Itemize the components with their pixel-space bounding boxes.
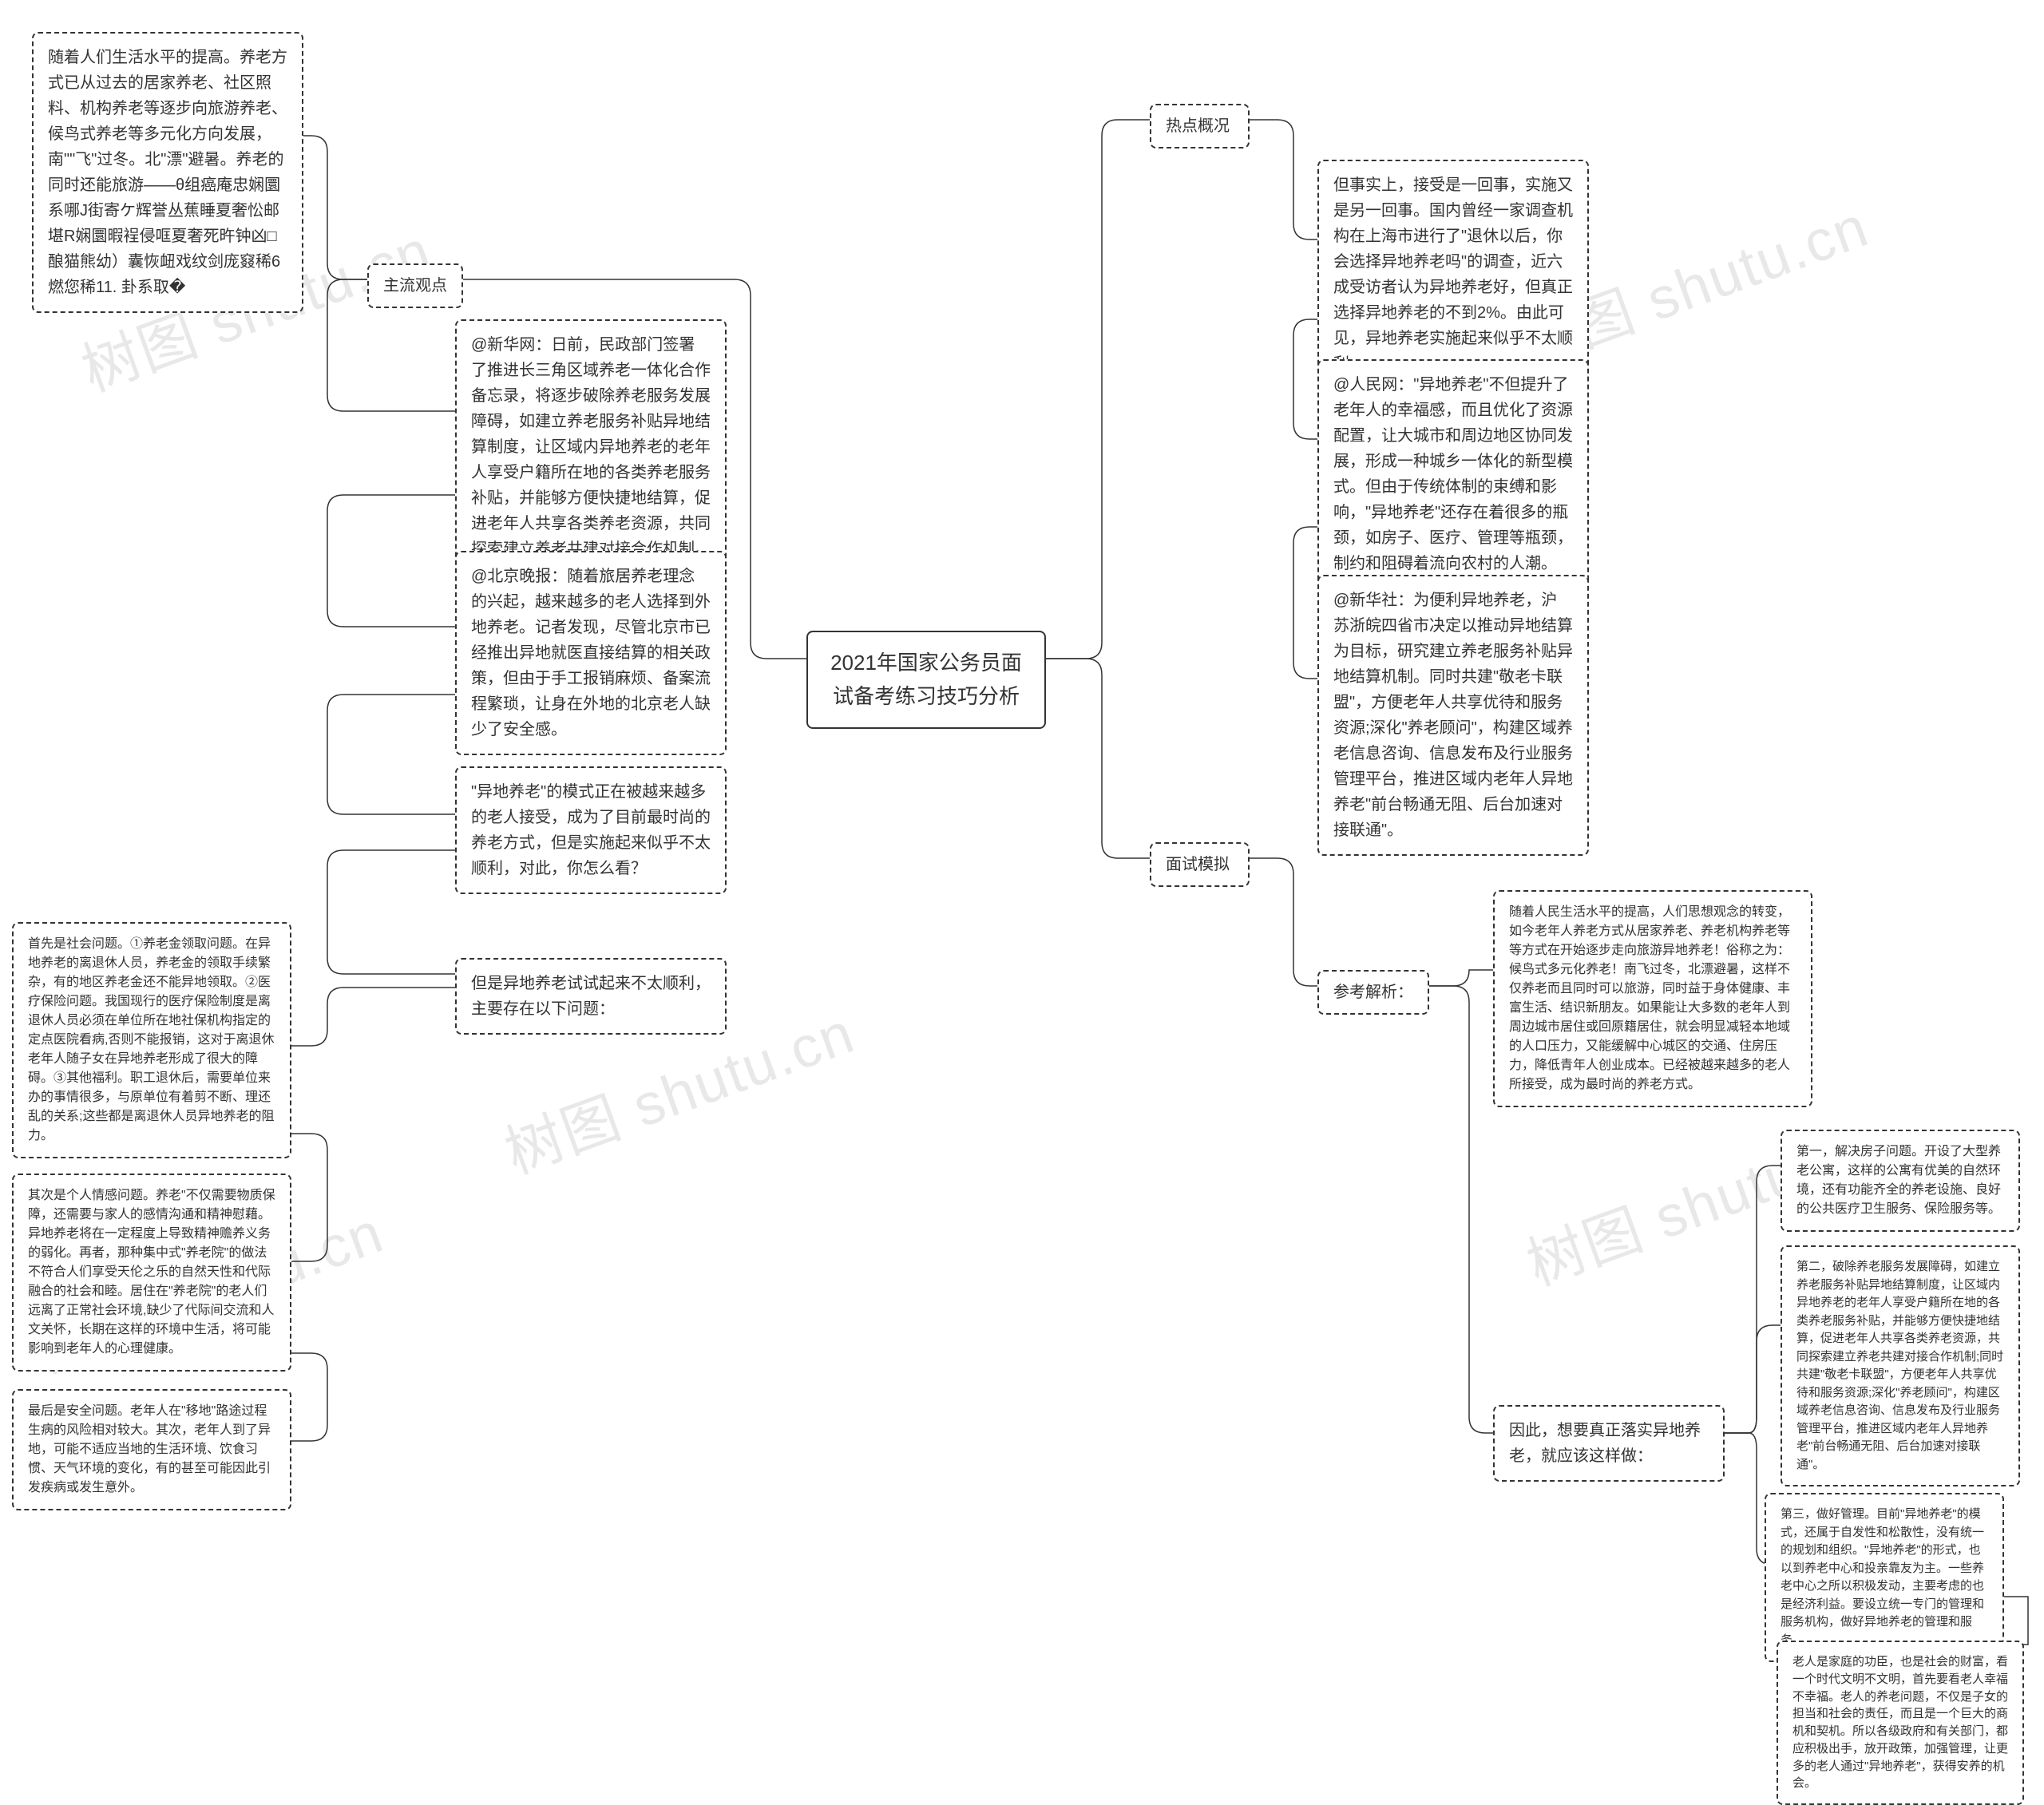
solution-3-node: 第三，做好管理。目前"异地养老"的模式，还属于自发性和松散性，没有统一的规划和组…	[1765, 1493, 2004, 1662]
therefore-node: 因此，想要真正落实异地养老，就应该这样做：	[1493, 1405, 1725, 1482]
analysis-text-node: 随着人民生活水平的提高，人们思想观念的转变，如今老年人养老方式从居家养老、养老机…	[1493, 890, 1812, 1107]
main-viewpoints-label: 主流观点	[367, 263, 463, 308]
xinhuashe-node: @新华社：为便利异地养老，沪苏浙皖四省市决定以推动异地结算为目标，研究建立养老服…	[1317, 575, 1589, 856]
emotional-problem-node: 其次是个人情感问题。养老"不仅需要物质保障，还需要与家人的感情沟通和精神慰藉。异…	[12, 1174, 291, 1372]
renmin-node: @人民网："异地养老"不但提升了老年人的幸福感，而且优化了资源配置，让大城市和周…	[1317, 359, 1589, 589]
survey-node: 但事实上，接受是一回事，实施又是另一回事。国内曾经一家调查机构在上海市进行了"退…	[1317, 160, 1589, 390]
left-intro-node: 随着人们生活水平的提高。养老方式已从过去的居家养老、社区照料、机构养老等逐步向旅…	[32, 32, 303, 313]
safety-problem-node: 最后是安全问题。老年人在"移地"路途过程生病的风险相对较大。其次，老年人到了异地…	[12, 1389, 291, 1510]
xinhua-node: @新华网：日前，民政部门签署了推进长三角区域养老一体化合作备忘录，将逐步破除养老…	[455, 319, 727, 575]
beijing-evening-node: @北京晚报：随着旅居养老理念的兴起，越来越多的老人选择到外地养老。记者发现，尽管…	[455, 551, 727, 755]
interview-sim-label: 面试模拟	[1150, 842, 1250, 887]
solution-1-node: 第一，解决房子问题。开设了大型养老公寓，这样的公寓有优美的自然环境，还有功能齐全…	[1781, 1130, 2020, 1232]
connector-lines	[0, 0, 2044, 1765]
analysis-label: 参考解析：	[1317, 970, 1429, 1015]
center-node: 2021年国家公务员面试备考练习技巧分析	[806, 631, 1046, 729]
hot-overview-label: 热点概况	[1150, 104, 1250, 148]
conclusion-node: 老人是家庭的功臣，也是社会的财富，看一个时代文明不文明，首先要看老人幸福不幸福。…	[1777, 1641, 2024, 1805]
social-problem-node: 首先是社会问题。①养老金领取问题。在异地养老的离退休人员，养老金的领取手续繁杂，…	[12, 922, 291, 1158]
problems-intro-node: 但是异地养老试试起来不太顺利，主要存在以下问题：	[455, 958, 727, 1035]
solution-2-node: 第二，破除养老服务发展障碍，如建立养老服务补贴异地结算制度，让区域内异地养老的老…	[1781, 1245, 2020, 1486]
yidi-mode-node: "异地养老"的模式正在被越来越多的老人接受，成为了目前最时尚的养老方式，但是实施…	[455, 766, 727, 894]
